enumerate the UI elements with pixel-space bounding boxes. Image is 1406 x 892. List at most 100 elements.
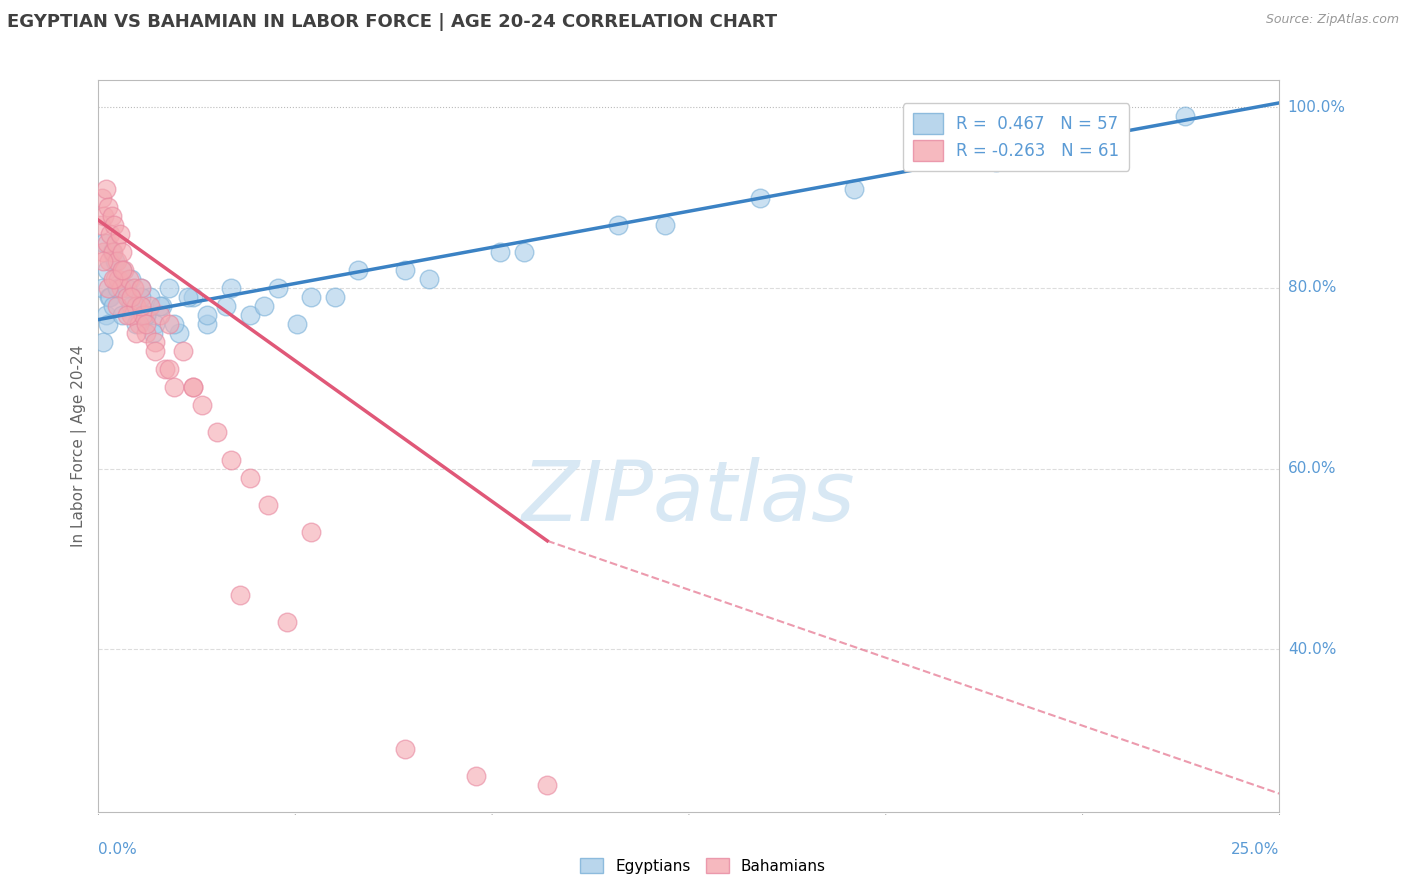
Point — [111, 308, 134, 322]
Point — [181, 380, 204, 394]
Point — [143, 317, 166, 331]
Point — [177, 290, 200, 304]
Point — [489, 244, 512, 259]
Point — [347, 263, 370, 277]
Point — [125, 299, 148, 313]
Point — [107, 272, 129, 286]
Point — [142, 326, 165, 340]
Legend: R =  0.467   N = 57, R = -0.263   N = 61: R = 0.467 N = 57, R = -0.263 N = 61 — [903, 103, 1129, 170]
Point — [181, 290, 204, 304]
Point — [181, 380, 204, 394]
Text: EGYPTIAN VS BAHAMIAN IN LABOR FORCE | AGE 20-24 CORRELATION CHART: EGYPTIAN VS BAHAMIAN IN LABOR FORCE | AG… — [7, 13, 778, 31]
Point — [129, 299, 152, 313]
Point — [101, 244, 124, 259]
Point — [844, 181, 866, 195]
Text: ZIPatlas: ZIPatlas — [522, 457, 856, 538]
Point — [107, 281, 129, 295]
Point — [157, 281, 180, 295]
Point — [153, 362, 176, 376]
Point — [135, 326, 157, 340]
Point — [115, 308, 138, 322]
Point — [984, 154, 1007, 169]
Text: Source: ZipAtlas.com: Source: ZipAtlas.com — [1265, 13, 1399, 27]
Point — [98, 290, 121, 304]
Point — [97, 317, 120, 331]
Point — [132, 308, 155, 322]
Point — [229, 588, 252, 602]
Y-axis label: In Labor Force | Age 20-24: In Labor Force | Age 20-24 — [72, 345, 87, 547]
Point — [267, 281, 290, 295]
Point — [149, 299, 172, 313]
Point — [394, 263, 416, 277]
Text: 100.0%: 100.0% — [1288, 100, 1346, 115]
Point — [121, 308, 143, 322]
Point — [129, 290, 152, 304]
Point — [122, 281, 145, 295]
Point — [163, 380, 186, 394]
Point — [219, 281, 242, 295]
Point — [125, 299, 148, 313]
Point — [512, 244, 534, 259]
Point — [157, 317, 180, 331]
Point — [97, 200, 120, 214]
Point — [129, 281, 152, 295]
Point — [115, 290, 138, 304]
Text: 80.0%: 80.0% — [1288, 280, 1336, 295]
Point — [150, 299, 173, 313]
Point — [121, 290, 143, 304]
Point — [91, 281, 114, 295]
Point — [105, 253, 128, 268]
Point — [253, 299, 276, 313]
Point — [112, 263, 135, 277]
Point — [90, 218, 112, 232]
Point — [101, 299, 124, 313]
Point — [118, 272, 141, 286]
Point — [135, 308, 157, 322]
Point — [104, 253, 127, 268]
Point — [418, 272, 440, 286]
Point — [108, 227, 131, 241]
Point — [285, 317, 308, 331]
Point — [239, 308, 262, 322]
Point — [219, 452, 242, 467]
Point — [121, 272, 143, 286]
Text: 40.0%: 40.0% — [1288, 641, 1336, 657]
Legend: Egyptians, Bahamians: Egyptians, Bahamians — [574, 852, 832, 880]
Point — [1080, 119, 1102, 133]
Text: 0.0%: 0.0% — [98, 842, 138, 857]
Point — [157, 362, 180, 376]
Point — [105, 281, 128, 295]
Point — [115, 281, 138, 295]
Text: 60.0%: 60.0% — [1288, 461, 1336, 476]
Point — [91, 253, 114, 268]
Point — [93, 209, 115, 223]
Point — [163, 317, 186, 331]
Point — [299, 290, 322, 304]
Point — [103, 218, 125, 232]
Point — [215, 299, 238, 313]
Text: 25.0%: 25.0% — [1232, 842, 1279, 857]
Point — [93, 235, 115, 250]
Point — [748, 191, 770, 205]
Point — [110, 281, 132, 295]
Point — [97, 290, 120, 304]
Point — [97, 253, 120, 268]
Point — [276, 615, 298, 629]
Point — [139, 290, 162, 304]
Point — [111, 263, 134, 277]
Point — [195, 308, 218, 322]
Point — [172, 344, 194, 359]
Point — [257, 498, 280, 512]
Point — [105, 299, 128, 313]
Point — [121, 299, 143, 313]
Point — [139, 299, 162, 313]
Point — [97, 281, 120, 295]
Point — [128, 317, 150, 331]
Point — [129, 281, 152, 295]
Point — [125, 317, 148, 331]
Point — [98, 227, 121, 241]
Point — [205, 425, 228, 440]
Point — [105, 235, 128, 250]
Point — [100, 244, 122, 259]
Point — [94, 308, 117, 322]
